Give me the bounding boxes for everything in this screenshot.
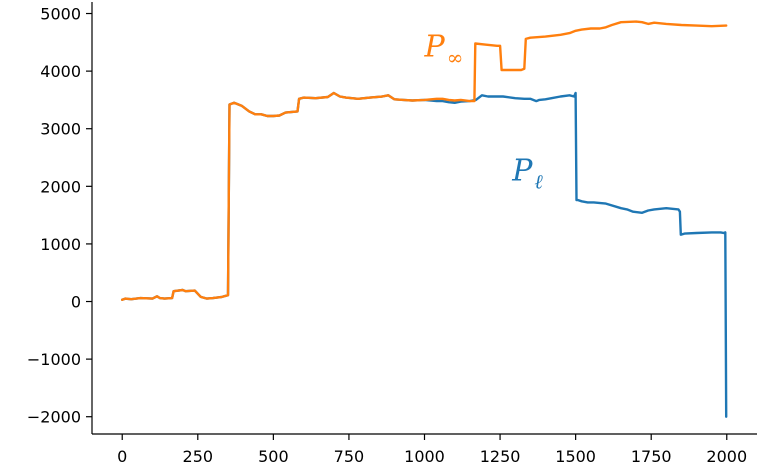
x-tick-label: 1000 (404, 447, 445, 466)
x-tick-label: 1500 (555, 447, 596, 466)
x-tick-label: 750 (334, 447, 365, 466)
series-line-1 (120, 91, 728, 418)
x-tick-label: 1750 (631, 447, 672, 466)
axes: 0 250 500 750 1000 1250 1500 1750 2000 −2000 −1000… (27, 2, 757, 466)
series-label-1: P ∞ (424, 30, 464, 70)
plot-content (120, 20, 728, 418)
y-tick-label: 0 (71, 293, 81, 312)
y-tick-label: −1000 (27, 350, 81, 369)
x-tick-label: 250 (183, 447, 214, 466)
x-tick-label: 500 (258, 447, 289, 466)
x-tick-label: 0 (117, 447, 127, 466)
series-labels: P ∞ P ℓ (424, 30, 544, 194)
y-tick-label: 5000 (40, 5, 81, 24)
y-tick-label: −2000 (27, 408, 81, 427)
y-tick-label: 3000 (40, 120, 81, 139)
series-line-2 (120, 20, 728, 301)
y-tick-label: 4000 (40, 62, 81, 81)
x-tick-label: 1250 (480, 447, 521, 466)
y-tick-label: 2000 (40, 177, 81, 196)
x-tick-label: 2000 (706, 447, 747, 466)
y-tick-label: 1000 (40, 235, 81, 254)
